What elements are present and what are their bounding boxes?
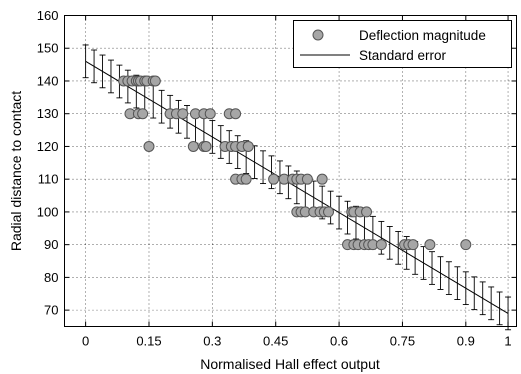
x-tick-label-7: 1 — [504, 334, 511, 349]
data-point-50 — [361, 206, 373, 218]
y-tick-label-7: 140 — [37, 73, 59, 88]
data-point-12 — [137, 108, 149, 120]
data-point-20 — [230, 108, 242, 120]
legend: Deflection magnitude Standard error — [293, 20, 512, 68]
x-tick-label-3: 0.45 — [263, 334, 288, 349]
x-tick-label-2: 0.3 — [203, 334, 221, 349]
x-axis-ticks: 0 0.15 0.3 0.45 0.6 0.75 0.9 1 — [82, 15, 512, 349]
legend-marker-deflection — [312, 29, 324, 41]
data-point-61 — [424, 239, 436, 251]
y-tick-label-3: 100 — [37, 204, 59, 219]
data-point-18 — [204, 108, 216, 120]
y-tick-label-2: 90 — [44, 237, 58, 252]
data-point-21 — [143, 140, 155, 152]
y-tick-label-4: 110 — [38, 172, 59, 187]
standard-error-line — [85, 60, 509, 314]
standard-error-line-path — [85, 60, 509, 314]
data-point-39 — [316, 173, 328, 185]
legend-label-deflection: Deflection magnitude — [359, 28, 486, 43]
x-tick-label-4: 0.6 — [330, 334, 348, 349]
data-point-9 — [149, 75, 161, 87]
data-point-62 — [460, 239, 472, 251]
legend-label-standard-error: Standard error — [359, 48, 447, 63]
data-point-38 — [301, 173, 313, 185]
data-point-32 — [240, 173, 252, 185]
y-tick-label-9: 160 — [37, 8, 59, 23]
data-point-15 — [177, 108, 189, 120]
scatter-points — [118, 75, 472, 251]
data-point-60 — [407, 239, 419, 251]
y-tick-label-8: 150 — [37, 41, 59, 56]
plot-frame — [64, 15, 517, 327]
y-axis-label: Radial distance to contact — [8, 91, 24, 251]
data-point-33 — [268, 173, 280, 185]
data-point-57 — [375, 239, 387, 251]
y-tick-label-5: 120 — [37, 139, 59, 154]
data-point-22 — [187, 140, 199, 152]
x-tick-label-5: 0.75 — [390, 334, 415, 349]
data-point-29 — [242, 140, 254, 152]
y-tick-label-1: 80 — [44, 270, 58, 285]
x-tick-label-0: 0 — [82, 334, 89, 349]
x-tick-label-1: 0.15 — [136, 334, 161, 349]
data-point-46 — [323, 206, 335, 218]
y-tick-label-0: 70 — [44, 303, 58, 318]
x-tick-label-6: 0.9 — [457, 334, 475, 349]
data-point-24 — [200, 140, 212, 152]
y-tick-label-6: 130 — [37, 106, 59, 121]
y-axis-ticks: 70 80 90 100 110 120 130 140 150 160 — [37, 8, 517, 318]
legend-box — [293, 20, 512, 68]
x-axis-label: Normalised Hall effect output — [200, 356, 380, 372]
